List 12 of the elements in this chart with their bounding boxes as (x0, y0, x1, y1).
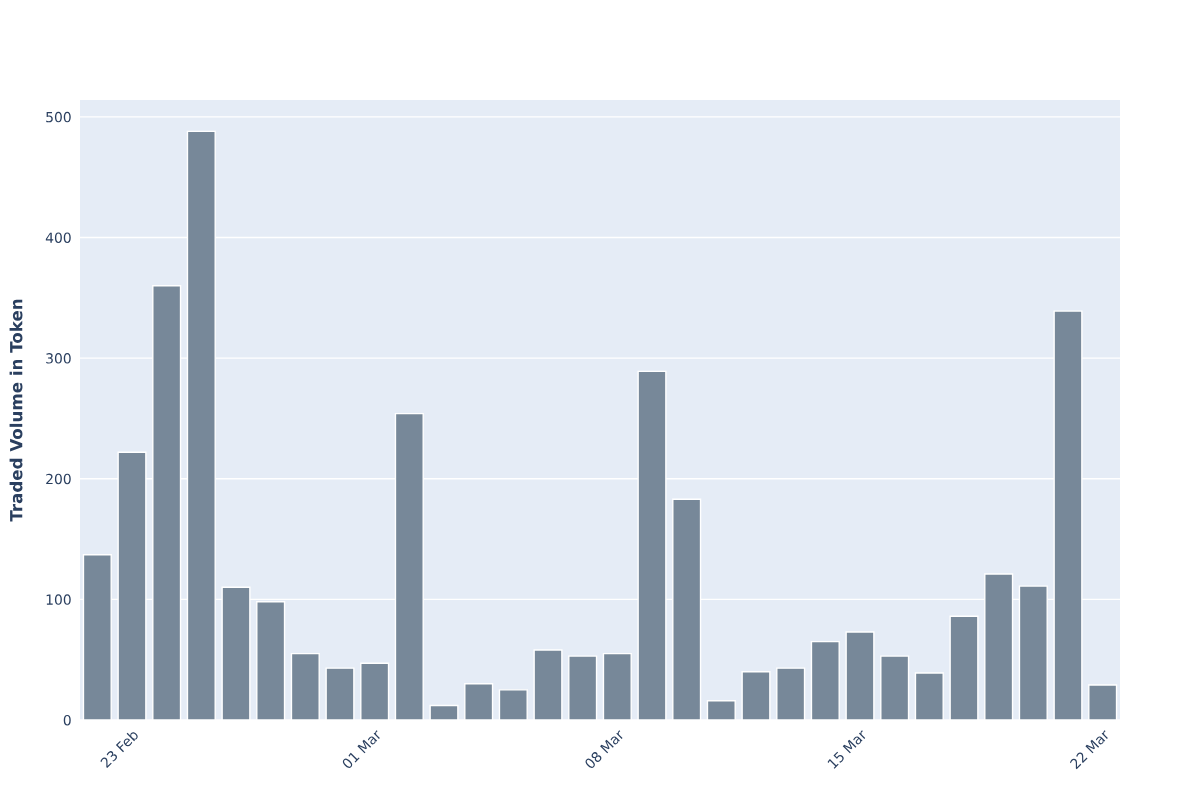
x-tick-label: 15 Mar (827, 728, 868, 769)
x-tick-label: 23 Feb (99, 728, 140, 769)
y-tick-label: 300 (46, 353, 71, 364)
y-tick-label: 100 (46, 594, 71, 605)
y-tick-label: 400 (45, 232, 71, 243)
y-axis-title: Traded Volume in Token (9, 299, 23, 522)
x-tick-label: 01 Mar (341, 728, 383, 770)
y-tick-label: 200 (46, 473, 71, 485)
y-tick-label: 500 (46, 111, 71, 123)
y-tick-label: 0 (63, 714, 71, 726)
x-tick-label: 08 Mar (584, 728, 625, 770)
x-tick-label: 22 Mar (1069, 728, 1111, 770)
